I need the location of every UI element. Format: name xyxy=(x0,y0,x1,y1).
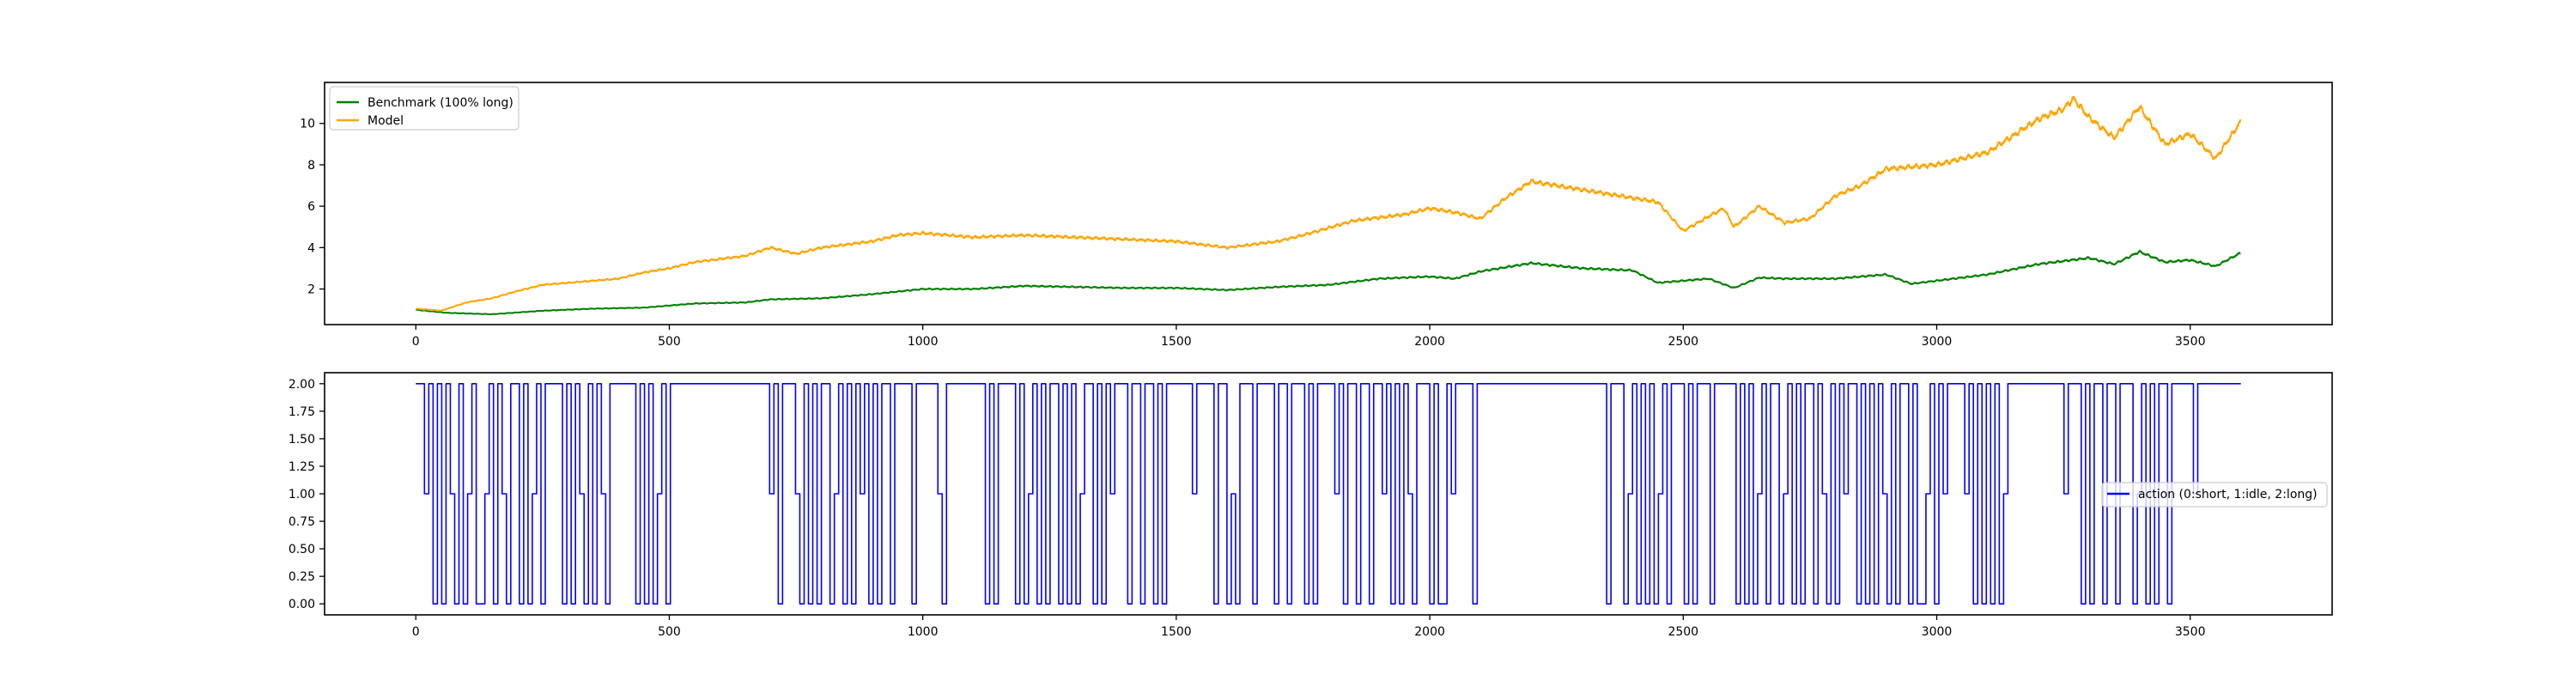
y-tick-label: 0.00 xyxy=(289,598,315,611)
x-tick-label: 3000 xyxy=(1922,335,1953,349)
legend-label-benchmark: Benchmark (100% long) xyxy=(368,96,513,110)
y-tick-label: 1.00 xyxy=(289,488,315,502)
action-plot-frame xyxy=(324,372,2333,616)
y-tick-label: 1.50 xyxy=(289,433,315,447)
y-tick-label: 2.00 xyxy=(289,378,315,392)
y-tick-label: 0.50 xyxy=(289,543,315,556)
price-axes: 0 500 1000 1500 2000 2500 3000 3500 2 4 6 8 10 xyxy=(300,118,2205,349)
series-line-benchmark-100-long xyxy=(415,249,2241,316)
legend-label-model: Model xyxy=(368,114,404,128)
x-tick-label: 1500 xyxy=(1161,625,1192,639)
y-tick-label: 1.25 xyxy=(289,460,315,474)
y-tick-label: 4 xyxy=(307,241,315,255)
y-tick-label: 2 xyxy=(307,283,315,297)
y-tick-label: 1.75 xyxy=(289,405,315,419)
x-tick-label: 2000 xyxy=(1414,335,1445,349)
price-legend: Benchmark (100% long) Model xyxy=(329,86,519,131)
x-tick-label: 2500 xyxy=(1668,335,1698,349)
y-tick-label: 6 xyxy=(307,200,315,214)
y-tick-label: 10 xyxy=(300,118,315,131)
legend-label-action: action (0:short, 1:idle, 2:long) xyxy=(2138,488,2318,502)
price-plot-frame xyxy=(324,82,2333,325)
x-tick-label: 3500 xyxy=(2175,335,2206,349)
action-series-lines xyxy=(416,383,2241,605)
x-tick-label: 2500 xyxy=(1668,625,1698,639)
action-legend: action (0:short, 1:idle, 2:long) xyxy=(2101,482,2328,508)
x-tick-label: 0 xyxy=(412,625,420,639)
x-tick-label: 500 xyxy=(658,625,681,639)
action-chart: 0 500 1000 1500 2000 2500 3000 3500 0.00 0.25 0.50… xyxy=(289,372,2333,639)
x-tick-label: 1000 xyxy=(908,335,939,349)
price-legend-box xyxy=(329,86,519,131)
x-tick-label: 1500 xyxy=(1161,335,1192,349)
y-tick-label: 8 xyxy=(307,159,315,173)
x-tick-label: 3500 xyxy=(2175,625,2206,639)
x-tick-label: 500 xyxy=(658,335,681,349)
price-chart: 0 500 1000 1500 2000 2500 3000 3500 2 4 6 8 10 Bench… xyxy=(300,82,2333,349)
series-line-model xyxy=(415,95,2242,312)
x-tick-label: 3000 xyxy=(1922,625,1953,639)
x-tick-label: 0 xyxy=(412,335,420,349)
action-legend-box xyxy=(2101,482,2328,508)
x-tick-label: 1000 xyxy=(908,625,939,639)
y-tick-label: 0.25 xyxy=(289,570,315,584)
series-line-action-0-short-1-idle-2-long xyxy=(416,383,2241,605)
x-tick-label: 2000 xyxy=(1414,625,1445,639)
y-tick-label: 0.75 xyxy=(289,515,315,529)
action-axes: 0 500 1000 1500 2000 2500 3000 3500 0.00 0.25 0.50… xyxy=(289,378,2206,639)
price-series-lines xyxy=(415,95,2242,316)
